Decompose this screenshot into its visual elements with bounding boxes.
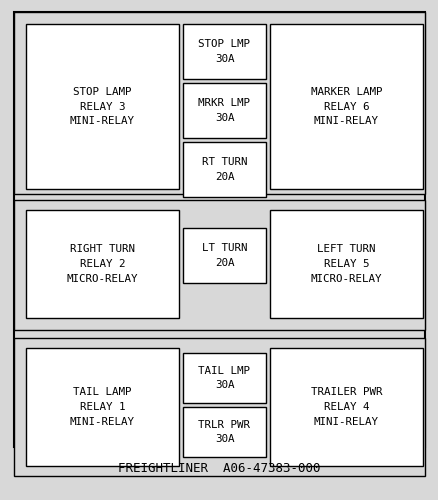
Text: TRLR PWR
30A: TRLR PWR 30A xyxy=(198,420,250,444)
Text: STOP LMP
30A: STOP LMP 30A xyxy=(198,39,250,64)
Bar xyxy=(183,353,265,403)
Bar xyxy=(183,24,265,79)
Bar xyxy=(183,228,265,283)
Text: STOP LAMP
RELAY 3
MINI-RELAY: STOP LAMP RELAY 3 MINI-RELAY xyxy=(70,86,135,126)
Bar xyxy=(183,83,265,138)
Bar xyxy=(183,407,265,457)
Bar xyxy=(26,210,179,318)
Bar xyxy=(269,348,422,466)
Text: MARKER LAMP
RELAY 6
MINI-RELAY: MARKER LAMP RELAY 6 MINI-RELAY xyxy=(310,86,381,126)
Bar xyxy=(14,338,424,476)
Text: LEFT TURN
RELAY 5
MICRO-RELAY: LEFT TURN RELAY 5 MICRO-RELAY xyxy=(310,244,381,284)
Text: MRKR LMP
30A: MRKR LMP 30A xyxy=(198,98,250,123)
Text: TRAILER PWR
RELAY 4
MINI-RELAY: TRAILER PWR RELAY 4 MINI-RELAY xyxy=(310,387,381,427)
Text: RT TURN
20A: RT TURN 20A xyxy=(201,157,247,182)
Bar xyxy=(14,12,424,447)
Text: TAIL LMP
30A: TAIL LMP 30A xyxy=(198,366,250,390)
Bar xyxy=(14,12,424,194)
Bar xyxy=(26,348,179,466)
Text: LT TURN
20A: LT TURN 20A xyxy=(201,243,247,268)
Bar xyxy=(26,24,179,189)
Text: RIGHT TURN
RELAY 2
MICRO-RELAY: RIGHT TURN RELAY 2 MICRO-RELAY xyxy=(67,244,138,284)
Bar xyxy=(269,24,422,189)
Bar xyxy=(183,142,265,197)
Text: FREIGHTLINER  A06-47383-000: FREIGHTLINER A06-47383-000 xyxy=(118,462,320,474)
Bar xyxy=(14,200,424,330)
Bar xyxy=(269,210,422,318)
Text: TAIL LAMP
RELAY 1
MINI-RELAY: TAIL LAMP RELAY 1 MINI-RELAY xyxy=(70,387,135,427)
